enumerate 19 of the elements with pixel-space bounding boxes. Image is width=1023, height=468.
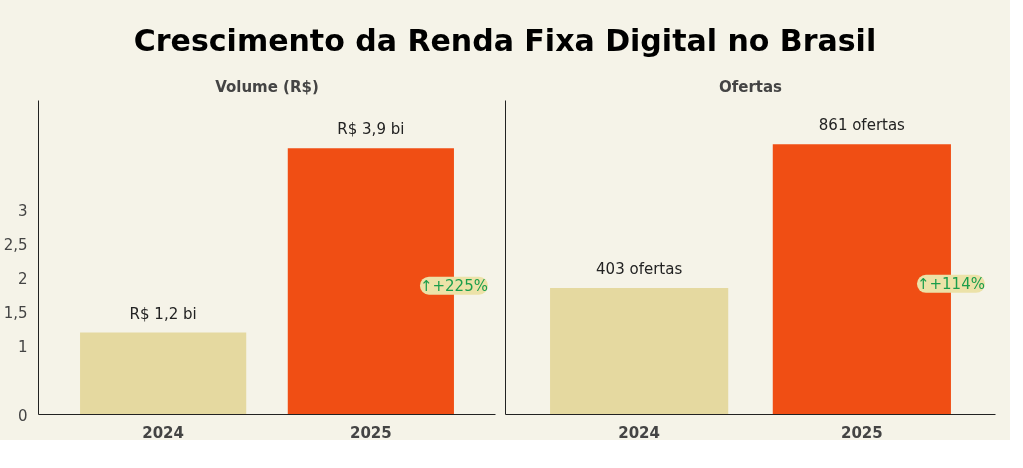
y-tick-label: 1: [17, 338, 28, 357]
y-tick-label: 2,5: [3, 235, 28, 254]
y-tick-label: 3: [17, 201, 28, 220]
data-label: 403 ofertas: [596, 259, 683, 278]
y-tick-label: 0: [17, 406, 28, 425]
data-label: 861 ofertas: [818, 116, 906, 135]
chart-subtitle: Ofertas: [718, 77, 783, 96]
x-tick-label: 2025: [349, 423, 392, 442]
y-tick-label: 2: [17, 269, 28, 288]
x-tick-label: 2025: [840, 423, 883, 442]
data-label: R$ 3,9 bi: [337, 120, 405, 139]
y-tick-label: 1,5: [3, 304, 28, 323]
chart-subtitle: Volume (R$): [215, 77, 319, 96]
annotation: ↑+114%: [916, 274, 985, 293]
data-label: R$ 1,2 bi: [129, 304, 197, 323]
x-tick-label: 2024: [618, 423, 661, 442]
x-tick-label: 2024: [142, 423, 185, 442]
chart-title: Crescimento da Renda Fixa Digital no Brasil: [133, 22, 877, 60]
annotation: ↑+225%: [419, 276, 488, 295]
